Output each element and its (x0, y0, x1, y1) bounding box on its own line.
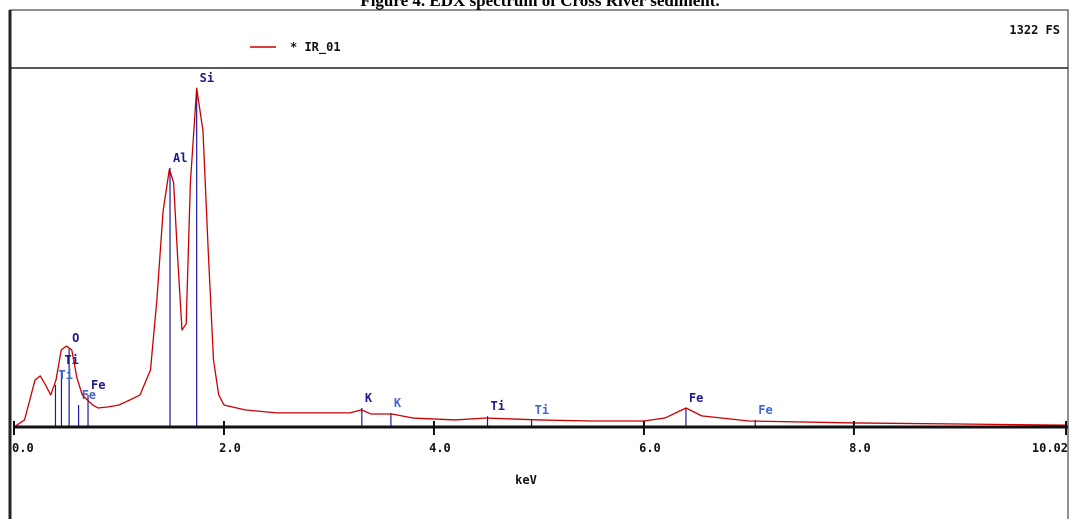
element-label: Ti (491, 399, 505, 413)
spectrum-line (13, 87, 1067, 428)
x-tick-label: 2.0 (219, 441, 241, 455)
element-label: Al (173, 151, 187, 165)
element-label: Ti (535, 403, 549, 417)
x-tick-label: 10.02 (1032, 441, 1068, 455)
element-label: Fe (82, 388, 96, 402)
element-label: Ti (64, 353, 78, 367)
element-label: Fe (758, 403, 772, 417)
element-label: K (365, 391, 373, 405)
x-tick-label: 4.0 (429, 441, 451, 455)
full-scale-label: 1322 FS (1009, 23, 1060, 37)
x-tick-label: 8.0 (849, 441, 871, 455)
chart-title: Figure 4. EDX spectrum of Cross River se… (360, 0, 719, 10)
x-axis-label: keV (515, 473, 537, 487)
element-label: Ti (58, 368, 72, 382)
element-label: Fe (689, 391, 703, 405)
element-label: O (72, 331, 79, 345)
element-label: Fe (91, 378, 105, 392)
element-label: Si (200, 71, 214, 85)
element-label: K (394, 396, 402, 410)
frame (9, 9, 1069, 519)
x-tick-label: 0.0 (12, 441, 34, 455)
legend-label: * IR_01 (290, 40, 341, 55)
x-tick-label: 6.0 (639, 441, 661, 455)
